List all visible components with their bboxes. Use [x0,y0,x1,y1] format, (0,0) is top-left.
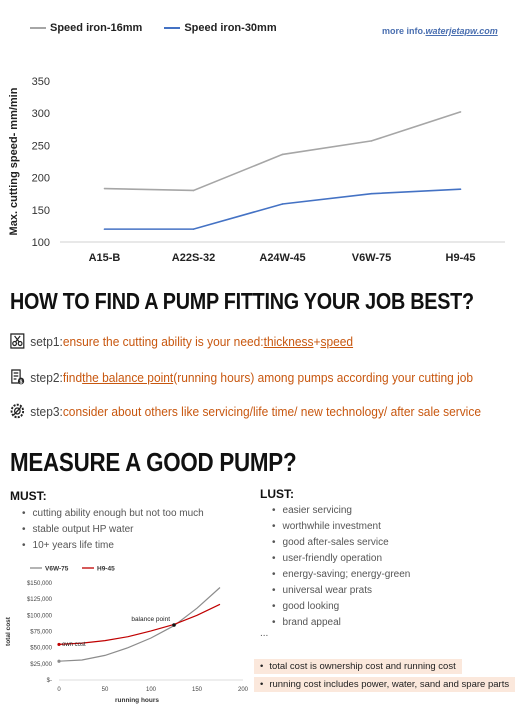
lust-item: brand appeal [272,615,410,631]
lust-item: good after-sales service [272,535,410,551]
more-info-prefix: more info. [382,26,426,36]
step-text: find [62,369,83,385]
data-point [192,228,195,230]
x-tick-label: A22S-32 [172,252,215,264]
balance-point-label: balance point [131,616,170,623]
cost-y-tick-label: $100,000 [27,613,53,619]
data-point [281,203,284,205]
data-point [192,189,195,192]
lust-item: easier servicing [272,503,410,519]
lust-item: universal wear prats [272,583,410,599]
step-2: $ step2: find the balance point (running ho… [10,369,473,385]
data-point [370,140,373,142]
step-underlined-term-2: speed [320,333,354,349]
cost-start-point [57,642,61,647]
y-tick-label: 350 [32,76,50,88]
website-link[interactable]: waterjetapw.com [425,26,498,36]
cost-y-tick-label: $- [47,678,52,684]
step-text: ensure the cutting ability is your need: [62,333,264,349]
lust-ellipsis: ... [260,628,269,639]
cutting-speed-chart: 100 150 200 250 300 350 A15-B A22S-32 A24W-45 V6W… [8,76,505,264]
step-text-mid: + [313,333,321,349]
legend-label-16mm: Speed iron-16mm [50,22,143,34]
cost-y-axis-label: total cost [5,616,12,646]
step-1: setp1: ensure the cutting ability is your… [10,333,353,349]
lust-item: worthwhile investment [272,519,410,535]
lust-heading: LUST: [260,487,294,501]
step-prefix: step3: [30,403,63,419]
must-item: cutting ability enough but not too much [22,506,204,522]
x-tick-label: H9-45 [446,252,476,264]
legend-item-16mm: Speed iron-16mm [30,22,142,34]
note-running-cost: running cost includes power, water, sand… [254,677,516,692]
step-prefix: setp1: [30,333,63,349]
cost-y-tick-label: $125,000 [27,597,53,603]
legend-swatch-16mm [30,27,46,29]
y-tick-label: 200 [32,173,50,185]
section-title-find-pump: HOW TO FIND A PUMP FITTING YOUR JOB BEST… [10,288,474,314]
must-list: cutting ability enough but not too muchs… [22,506,204,554]
cost-x-tick-label: 50 [102,687,109,693]
lust-item: good looking [272,599,410,615]
invoice-dollar-icon: $ [10,369,25,385]
data-point [459,188,462,190]
must-item: 10+ years life time [22,538,204,554]
data-point [459,111,462,113]
cost-x-axis-label: running hours [115,697,159,704]
own-cost-label: own cost [62,642,86,648]
balance-point-marker [172,623,176,627]
data-point [103,187,106,190]
cost-legend-label: V6W-75 [45,566,69,573]
cost-series-line-2 [58,603,221,645]
y-tick-label: 150 [32,205,50,217]
y-tick-label: 300 [32,108,50,120]
x-tick-label: V6W-75 [352,252,392,264]
section-title-measure-pump: MEASURE A GOOD PUMP? [10,447,297,477]
step-prefix: step2: [30,369,63,385]
data-point [281,153,284,156]
must-heading: MUST: [10,489,47,503]
step-text: consider about others like servicing/lif… [62,403,481,419]
cost-y-tick-label: $50,000 [30,646,52,652]
legend-swatch-30mm [164,27,181,29]
y-tick-label: 100 [32,237,50,249]
x-tick-label: A24W-45 [259,252,305,264]
legend-label-30mm: Speed iron-30mm [184,22,277,34]
cost-start-point [57,659,61,663]
cost-y-tick-label: $25,000 [30,662,52,668]
x-tick-label: A15-B [89,252,121,264]
y-axis-label: Max. cutting speed- mm/min [8,87,20,235]
lust-list: easier servicingworthwhile investmentgoo… [272,503,411,631]
cost-x-tick-label: 100 [146,687,157,693]
cost-y-tick-label: $75,000 [30,630,52,636]
note-total-cost: total cost is ownership cost and running… [254,659,462,674]
y-tick-label: 250 [32,140,50,152]
lust-item: energy-saving; energy-green [272,567,411,583]
legend-item-30mm: Speed iron-30mm [164,22,277,34]
more-info-text: more info.waterjetapw.com [382,26,498,36]
data-point [370,192,373,195]
lust-item: user-friendly operation [272,551,410,567]
gear-icon [10,403,25,419]
step-underlined-term: the balance point [82,369,174,385]
series-line-2 [104,188,461,230]
cost-y-tick-label: $150,000 [27,581,53,587]
cost-series-line-1 [58,587,221,662]
data-point [103,228,106,230]
cost-x-tick-label: 0 [57,687,61,693]
cost-x-tick-label: 200 [238,687,249,693]
step-text-mid: (running hours) among pumps according yo… [173,369,474,385]
step-3: step3: consider about others like servici… [10,403,481,419]
must-item: stable output HP water [22,522,204,538]
total-cost-chart: V6W-75 H9-45 $- $25,000 $50,000 $75,000 $100,0… [5,566,249,705]
svg-text:$: $ [20,379,23,385]
speed-chart-legend: Speed iron-16mm Speed iron-30mm [30,22,299,34]
cost-legend-label: H9-45 [97,566,115,573]
cost-x-tick-label: 150 [192,687,203,693]
step-underlined-term: thickness [263,333,314,349]
series-line-1 [104,111,461,192]
scissors-icon [10,333,25,349]
